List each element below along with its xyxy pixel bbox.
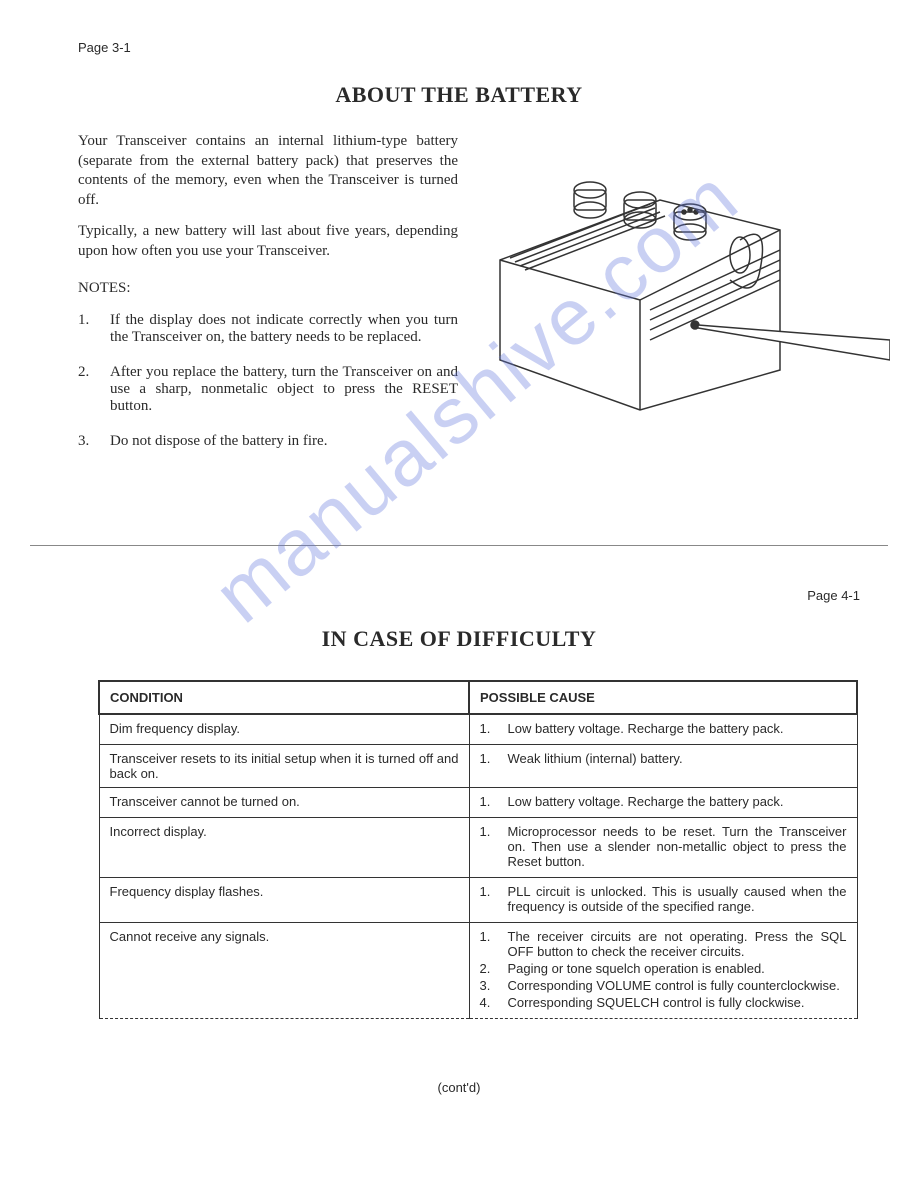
cause-cell: 1.The receiver circuits are not operatin… bbox=[469, 923, 857, 1019]
cause-text: Corresponding SQUELCH control is fully c… bbox=[508, 995, 805, 1010]
continued-label: (cont'd) bbox=[0, 1080, 918, 1095]
cause-number: 2. bbox=[480, 961, 508, 976]
page-number-top: Page 3-1 bbox=[78, 40, 131, 55]
cause-text: Paging or tone squelch operation is enab… bbox=[508, 961, 765, 976]
cause-item: 1.Microprocessor needs to be reset. Turn… bbox=[480, 824, 847, 869]
page-number-mid: Page 4-1 bbox=[807, 588, 860, 603]
condition-cell: Incorrect display. bbox=[99, 818, 469, 878]
cause-text: Corresponding VOLUME control is fully co… bbox=[508, 978, 840, 993]
cause-number: 1. bbox=[480, 824, 508, 869]
transceiver-illustration bbox=[480, 160, 890, 420]
notes-list: 1. If the display does not indicate corr… bbox=[78, 312, 458, 468]
cause-text: Low battery voltage. Recharge the batter… bbox=[508, 721, 784, 736]
page-divider bbox=[30, 545, 888, 546]
note-text: After you replace the battery, turn the … bbox=[110, 364, 458, 415]
cause-item: 3.Corresponding VOLUME control is fully … bbox=[480, 978, 847, 993]
condition-cell: Transceiver cannot be turned on. bbox=[99, 788, 469, 818]
cause-number: 1. bbox=[480, 794, 508, 809]
cause-cell: 1.Microprocessor needs to be reset. Turn… bbox=[469, 818, 857, 878]
cause-item: 1.The receiver circuits are not operatin… bbox=[480, 929, 847, 959]
notes-heading: NOTES: bbox=[78, 280, 131, 297]
cause-number: 1. bbox=[480, 751, 508, 766]
cause-text: Microprocessor needs to be reset. Turn t… bbox=[508, 824, 847, 869]
cause-text: The receiver circuits are not operating.… bbox=[508, 929, 847, 959]
cause-item: 1.Weak lithium (internal) battery. bbox=[480, 751, 847, 766]
cause-cell: 1.PLL circuit is unlocked. This is usual… bbox=[469, 878, 857, 923]
table-header-cause: POSSIBLE CAUSE bbox=[469, 681, 857, 714]
condition-cell: Dim frequency display. bbox=[99, 714, 469, 745]
cause-text: PLL circuit is unlocked. This is usually… bbox=[508, 884, 847, 914]
section-title-difficulty: IN CASE OF DIFFICULTY bbox=[0, 626, 918, 652]
cause-number: 4. bbox=[480, 995, 508, 1010]
cause-number: 3. bbox=[480, 978, 508, 993]
cause-item: 4.Corresponding SQUELCH control is fully… bbox=[480, 995, 847, 1010]
table-row: Transceiver resets to its initial setup … bbox=[99, 745, 857, 788]
paragraph-lifespan: Typically, a new battery will last about… bbox=[78, 222, 458, 261]
cause-number: 1. bbox=[480, 721, 508, 736]
condition-cell: Frequency display flashes. bbox=[99, 878, 469, 923]
table-row: Transceiver cannot be turned on. 1.Low ba… bbox=[99, 788, 857, 818]
note-item: 1. If the display does not indicate corr… bbox=[78, 312, 458, 346]
note-text: Do not dispose of the battery in fire. bbox=[110, 433, 327, 450]
table-header-condition: CONDITION bbox=[99, 681, 469, 714]
note-number: 2. bbox=[78, 364, 110, 415]
note-text: If the display does not indicate correct… bbox=[110, 312, 458, 346]
cause-text: Low battery voltage. Recharge the batter… bbox=[508, 794, 784, 809]
note-item: 2. After you replace the battery, turn t… bbox=[78, 364, 458, 415]
cause-item: 2.Paging or tone squelch operation is en… bbox=[480, 961, 847, 976]
cause-number: 1. bbox=[480, 929, 508, 959]
condition-cell: Cannot receive any signals. bbox=[99, 923, 469, 1019]
note-item: 3. Do not dispose of the battery in fire… bbox=[78, 433, 458, 450]
table-row: Dim frequency display. 1.Low battery volt… bbox=[99, 714, 857, 745]
cause-cell: 1.Low battery voltage. Recharge the batt… bbox=[469, 788, 857, 818]
section-title-battery: ABOUT THE BATTERY bbox=[0, 82, 918, 108]
cause-item: 1.PLL circuit is unlocked. This is usual… bbox=[480, 884, 847, 914]
cause-text: Weak lithium (internal) battery. bbox=[508, 751, 683, 766]
troubleshooting-table: CONDITION POSSIBLE CAUSE Dim frequency d… bbox=[98, 680, 858, 1019]
note-number: 3. bbox=[78, 433, 110, 450]
cause-number: 1. bbox=[480, 884, 508, 914]
condition-cell: Transceiver resets to its initial setup … bbox=[99, 745, 469, 788]
paragraph-intro: Your Transceiver contains an internal li… bbox=[78, 132, 458, 210]
table-row: Cannot receive any signals. 1.The receive… bbox=[99, 923, 857, 1019]
cause-item: 1.Low battery voltage. Recharge the batt… bbox=[480, 721, 847, 736]
note-number: 1. bbox=[78, 312, 110, 346]
cause-item: 1.Low battery voltage. Recharge the batt… bbox=[480, 794, 847, 809]
table-row: Frequency display flashes. 1.PLL circuit … bbox=[99, 878, 857, 923]
table-row: Incorrect display.1.Microprocessor needs… bbox=[99, 818, 857, 878]
cause-cell: 1.Weak lithium (internal) battery. bbox=[469, 745, 857, 788]
cause-cell: 1.Low battery voltage. Recharge the batt… bbox=[469, 714, 857, 745]
